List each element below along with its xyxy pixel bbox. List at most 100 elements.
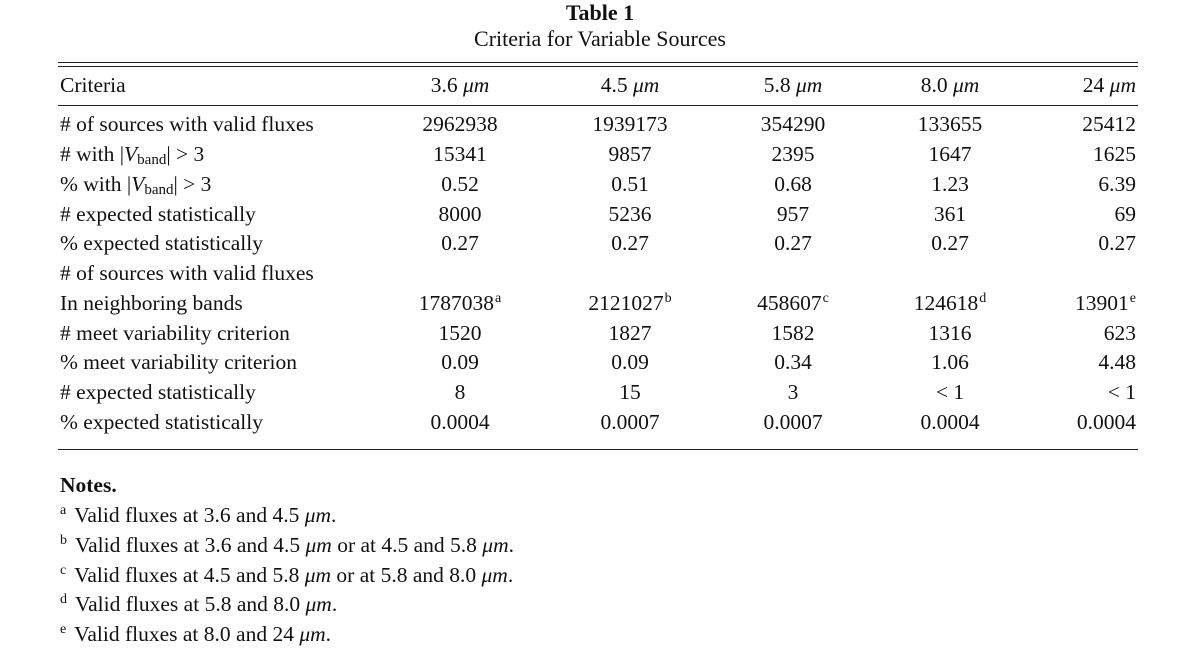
cell-value: 1787038a bbox=[418, 291, 502, 315]
note-mark: e bbox=[60, 622, 67, 637]
note-item: b Valid fluxes at 3.6 and 4.5 μm or at 4.… bbox=[60, 533, 514, 557]
cell-value: 3 bbox=[787, 380, 799, 404]
header-col-8-0: 8.0 μm bbox=[920, 73, 980, 97]
footnote-mark: d bbox=[979, 291, 987, 306]
cell-value: 15341 bbox=[433, 142, 487, 166]
table-row: # of sources with valid fluxes 2962938 1… bbox=[0, 109, 1200, 139]
cell-value: 2121027b bbox=[588, 291, 672, 315]
bottom-rule bbox=[58, 449, 1138, 450]
note-item: d Valid fluxes at 5.8 and 8.0 μm. bbox=[60, 592, 338, 616]
row-label: # of sources with valid fluxes bbox=[60, 261, 314, 285]
cell-value: 69 bbox=[1114, 202, 1137, 226]
cell-value: 623 bbox=[1103, 321, 1136, 345]
cell-value: 0.09 bbox=[611, 350, 649, 374]
cell-value: 0.0004 bbox=[430, 410, 490, 434]
cell-value: 957 bbox=[776, 202, 810, 226]
table-row: # of sources with valid fluxes bbox=[0, 258, 1200, 288]
top-rule bbox=[58, 62, 1138, 63]
cell-value: 13901e bbox=[1075, 291, 1136, 315]
cell-value: 2962938 bbox=[422, 112, 498, 136]
cell-value: 1520 bbox=[438, 321, 482, 345]
table-row: % with |Vband| > 3 0.52 0.51 0.68 1.23 6… bbox=[0, 169, 1200, 199]
cell-value: 0.0007 bbox=[600, 410, 660, 434]
note-mark: a bbox=[60, 503, 67, 518]
note-item: c Valid fluxes at 4.5 and 5.8 μm or at 5.… bbox=[60, 563, 514, 587]
table-row: % meet variability criterion 0.09 0.09 0… bbox=[0, 347, 1200, 377]
footnote-mark: a bbox=[495, 291, 502, 306]
header-col-5-8: 5.8 μm bbox=[763, 73, 823, 97]
row-label: # meet variability criterion bbox=[60, 321, 290, 345]
cell-value: 5236 bbox=[608, 202, 652, 226]
row-label: # expected statistically bbox=[60, 202, 256, 226]
cell-value: 0.68 bbox=[774, 172, 812, 196]
cell-value: < 1 bbox=[1107, 380, 1136, 404]
table-row: # with |Vband| > 3 15341 9857 2395 1647 … bbox=[0, 139, 1200, 169]
row-label: In neighboring bands bbox=[60, 291, 243, 315]
cell-value: 458607c bbox=[757, 291, 829, 315]
note-item: e Valid fluxes at 8.0 and 24 μm. bbox=[60, 622, 332, 646]
header-col-24: 24 μm bbox=[1082, 73, 1136, 97]
header-col-4-5: 4.5 μm bbox=[600, 73, 660, 97]
cell-value: 354290 bbox=[760, 112, 826, 136]
table-row: # expected statistically 8 15 3 < 1 < 1 bbox=[0, 377, 1200, 407]
footnote-mark: c bbox=[822, 291, 829, 306]
cell-value: 124618d bbox=[913, 291, 987, 315]
cell-value: 0.09 bbox=[441, 350, 479, 374]
cell-value: < 1 bbox=[935, 380, 965, 404]
row-label: # of sources with valid fluxes bbox=[60, 112, 314, 136]
note-item: a Valid fluxes at 3.6 and 4.5 μm. bbox=[60, 503, 337, 527]
cell-value: 2395 bbox=[771, 142, 815, 166]
table-title: Table 1 bbox=[565, 0, 635, 25]
cell-value: 0.51 bbox=[611, 172, 649, 196]
table-row: In neighboring bands 1787038a 2121027b 4… bbox=[0, 288, 1200, 318]
cell-value: 1582 bbox=[771, 321, 815, 345]
cell-value: 0.0004 bbox=[920, 410, 980, 434]
row-label: % meet variability criterion bbox=[60, 350, 298, 374]
cell-value: 9857 bbox=[608, 142, 652, 166]
header-col-3-6: 3.6 μm bbox=[430, 73, 490, 97]
table-row: % expected statistically 0.27 0.27 0.27 … bbox=[0, 228, 1200, 258]
note-mark: d bbox=[60, 592, 67, 607]
cell-value: 1827 bbox=[608, 321, 652, 345]
header-row: Criteria 3.6 μm 4.5 μm 5.8 μm 8.0 μm 24 … bbox=[0, 70, 1200, 100]
cell-value: 1.23 bbox=[931, 172, 969, 196]
cell-value: 4.48 bbox=[1098, 350, 1136, 374]
table-row: % expected statistically 0.0004 0.0007 0… bbox=[0, 407, 1200, 437]
cell-value: 1939173 bbox=[592, 112, 668, 136]
footnote-mark: e bbox=[1129, 291, 1136, 306]
cell-value: 0.27 bbox=[441, 231, 479, 255]
cell-value: 0.27 bbox=[611, 231, 649, 255]
note-mark: b bbox=[60, 533, 67, 548]
row-label: % expected statistically bbox=[60, 410, 263, 434]
cell-value: 361 bbox=[933, 202, 967, 226]
top-rule-second bbox=[58, 66, 1138, 67]
cell-value: 1647 bbox=[928, 142, 972, 166]
cell-value: 0.0004 bbox=[1076, 410, 1136, 434]
table-row: # meet variability criterion 1520 1827 1… bbox=[0, 318, 1200, 348]
cell-value: 1.06 bbox=[931, 350, 969, 374]
cell-value: 8000 bbox=[438, 202, 482, 226]
row-label: # expected statistically bbox=[60, 380, 256, 404]
cell-value: 6.39 bbox=[1098, 172, 1136, 196]
table-row: # expected statistically 8000 5236 957 3… bbox=[0, 199, 1200, 229]
note-mark: c bbox=[60, 563, 67, 578]
cell-value: 1625 bbox=[1093, 142, 1136, 166]
cell-value: 1316 bbox=[928, 321, 972, 345]
cell-value: 15 bbox=[619, 380, 641, 404]
footnote-mark: b bbox=[664, 291, 672, 306]
cell-value: 0.27 bbox=[774, 231, 812, 255]
table-subtitle: Criteria for Variable Sources bbox=[474, 26, 726, 51]
notes-heading: Notes. bbox=[60, 473, 117, 497]
cell-value: 0.52 bbox=[441, 172, 479, 196]
cell-value: 0.27 bbox=[931, 231, 969, 255]
cell-value: 133655 bbox=[917, 112, 983, 136]
row-label: # with |Vband| > 3 bbox=[60, 142, 205, 168]
row-label: % expected statistically bbox=[60, 231, 263, 255]
header-criteria: Criteria bbox=[60, 73, 126, 97]
row-label: % with |Vband| > 3 bbox=[60, 172, 212, 198]
header-rule bbox=[58, 105, 1138, 106]
cell-value: 25412 bbox=[1082, 112, 1136, 136]
cell-value: 0.0007 bbox=[763, 410, 823, 434]
cell-value: 0.27 bbox=[1098, 231, 1136, 255]
